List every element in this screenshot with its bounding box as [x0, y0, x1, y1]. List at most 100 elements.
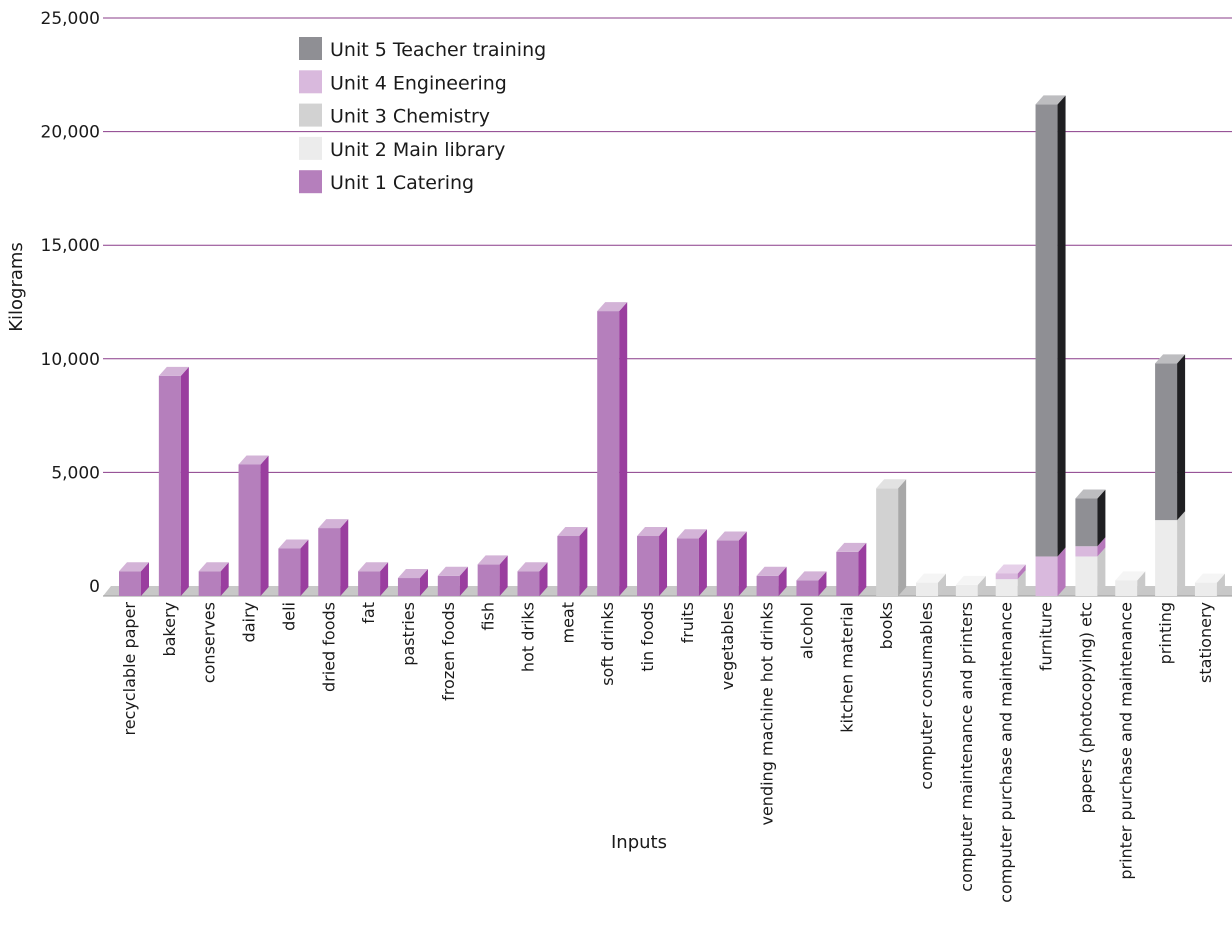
x-category-label: fat	[359, 602, 378, 624]
bar-top	[1075, 489, 1106, 499]
bar-front	[836, 551, 859, 596]
bar-segment	[836, 542, 867, 596]
bar-top	[318, 519, 349, 529]
bar-segment	[437, 566, 468, 596]
bar-side	[858, 542, 867, 596]
x-category-label: books	[877, 602, 896, 649]
bar-front	[119, 571, 141, 596]
x-category-label: dried foods	[319, 602, 338, 692]
bar-segment	[198, 562, 229, 596]
x-category-label: hot driks	[519, 602, 538, 672]
legend-item: Unit 3 Chemistry	[299, 103, 490, 128]
bar-top	[477, 555, 508, 565]
legend-swatch	[299, 37, 322, 60]
bar-segment	[637, 527, 668, 596]
legend-item: Unit 5 Teacher training	[299, 37, 546, 61]
bar-top	[1194, 573, 1225, 583]
y-tick-label: 15,000	[41, 236, 100, 256]
bar-top	[557, 527, 588, 537]
bar-top	[198, 562, 229, 572]
x-category-label: alcohol	[797, 602, 816, 659]
legend: Unit 5 Teacher training Unit 4 Engineerin…	[299, 37, 546, 194]
bar-segment	[597, 302, 628, 596]
bar-segment	[158, 366, 189, 596]
x-category-label: computer purchase and maintenance	[997, 602, 1016, 903]
x-category-label: frozen foods	[439, 602, 458, 701]
bar-front	[318, 528, 341, 596]
legend-label: Unit 3 Chemistry	[330, 106, 490, 128]
bar-top	[597, 302, 628, 312]
bar-top	[995, 564, 1026, 574]
x-axis-category-labels: recyclable paper bakery conserves dairy deli…	[120, 602, 1215, 903]
bar-front	[397, 578, 420, 596]
y-axis-title: Kilograms	[6, 242, 27, 332]
x-category-label: tin foods	[638, 602, 657, 672]
bar-top	[1035, 95, 1066, 105]
bar-front	[796, 580, 819, 596]
bar-front	[158, 375, 181, 596]
bar-top	[397, 569, 428, 579]
bar-front	[238, 464, 261, 596]
bar-segment	[238, 455, 269, 596]
bar-top	[676, 529, 707, 539]
bar-side	[1097, 547, 1106, 596]
bar-segment	[318, 519, 349, 596]
bar-top	[955, 575, 986, 585]
bar-front	[876, 488, 899, 596]
y-tick-label: 0	[89, 577, 100, 597]
bar-segment	[1035, 95, 1066, 557]
bar-side	[539, 562, 548, 596]
bar-front	[995, 579, 1018, 596]
x-category-label: fish	[479, 602, 498, 631]
y-tick-label: 25,000	[41, 9, 100, 29]
bar-side	[579, 527, 588, 596]
bar-front	[716, 540, 739, 596]
bar-side	[260, 455, 269, 596]
bar-side	[1177, 354, 1186, 521]
x-category-label: kitchen material	[837, 602, 856, 733]
x-category-label: papers (photocopying) etc	[1076, 602, 1095, 814]
x-category-label: bakery	[160, 602, 179, 657]
bar-top	[876, 479, 907, 489]
bar-side	[1057, 547, 1066, 596]
legend-label: Unit 1 Catering	[330, 172, 474, 194]
x-category-label: vegetables	[718, 602, 737, 690]
bar-top	[916, 573, 946, 583]
bar-side	[698, 529, 707, 596]
bar-front	[358, 571, 381, 596]
bar-front	[955, 584, 978, 596]
bar-side	[1097, 537, 1106, 557]
bar-front	[1035, 556, 1058, 596]
bar-side	[659, 527, 668, 596]
x-category-label: fruits	[678, 602, 697, 643]
bar-front	[1075, 498, 1098, 547]
bar-side	[738, 531, 747, 596]
legend-swatch	[299, 103, 322, 127]
x-category-label: computer maintenance and printers	[957, 602, 976, 892]
bar-side	[778, 566, 787, 596]
bar-segment	[955, 575, 986, 596]
bar-front	[477, 564, 500, 596]
bar-segment	[916, 573, 946, 596]
bar-top	[1115, 571, 1146, 581]
bar-front	[597, 311, 620, 596]
x-category-label: meat	[558, 602, 577, 644]
bar-segment	[995, 570, 1026, 596]
bar-side	[459, 566, 468, 596]
y-tick-label: 5,000	[51, 463, 100, 483]
x-category-label: soft drinks	[598, 602, 617, 686]
bar-segment	[119, 562, 149, 596]
bar-segment	[1155, 354, 1186, 521]
x-category-label: pastries	[399, 602, 418, 666]
bar-front	[557, 536, 580, 596]
legend-item: Unit 1 Catering	[299, 170, 474, 194]
x-category-label: printer purchase and maintenance	[1116, 602, 1135, 880]
bar-side	[1097, 489, 1106, 547]
bar-side	[1137, 571, 1146, 596]
bar-side	[180, 366, 189, 596]
bar-side	[1057, 95, 1066, 557]
bar-front	[916, 582, 938, 596]
bar-segment	[1075, 537, 1106, 557]
bar-front	[278, 548, 301, 596]
